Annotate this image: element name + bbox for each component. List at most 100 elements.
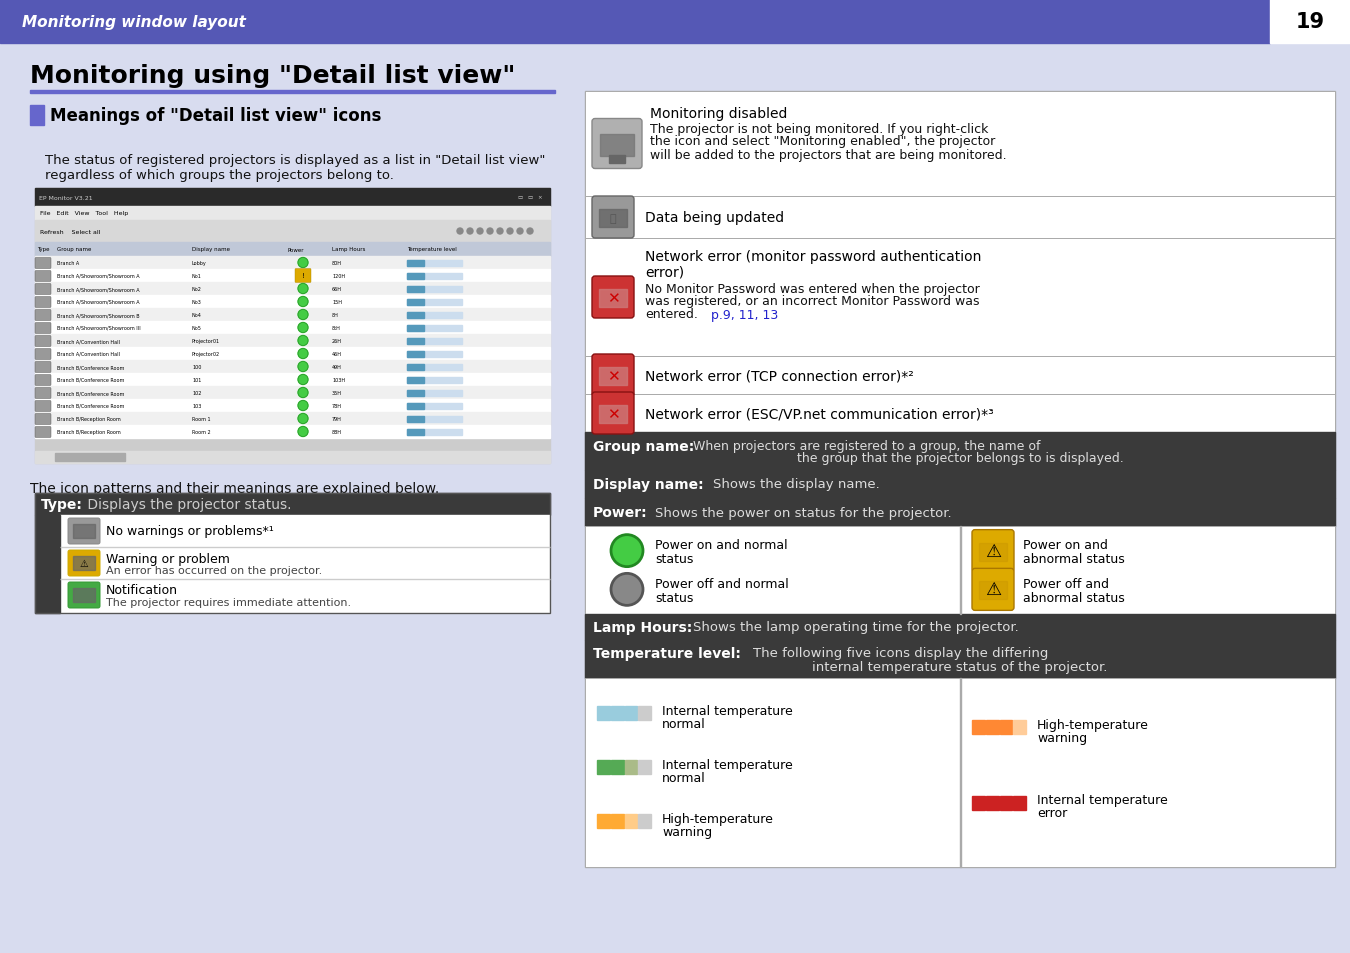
Bar: [625, 760, 637, 774]
Text: ⚠: ⚠: [986, 542, 1002, 560]
Bar: [1014, 796, 1026, 810]
Text: The following five icons display the differing: The following five icons display the dif…: [753, 647, 1049, 659]
Bar: [73, 557, 95, 571]
Bar: [406, 287, 424, 293]
Bar: [599, 368, 626, 386]
Bar: [59, 516, 549, 614]
Text: entered.: entered.: [645, 308, 698, 321]
Text: 49H: 49H: [332, 365, 342, 370]
Text: Lobby: Lobby: [192, 261, 207, 266]
Text: abnormal status: abnormal status: [1023, 591, 1125, 604]
Text: Power:: Power:: [593, 505, 648, 519]
Bar: [406, 274, 424, 280]
Circle shape: [517, 229, 522, 234]
Text: Network error (ESC/VP.net communication error)*³: Network error (ESC/VP.net communication …: [645, 407, 994, 420]
Bar: [599, 406, 626, 423]
Bar: [597, 814, 610, 828]
Bar: [585, 395, 1335, 433]
Circle shape: [298, 427, 308, 437]
Text: ✕: ✕: [606, 292, 620, 306]
Text: 103: 103: [192, 403, 201, 409]
FancyBboxPatch shape: [35, 323, 51, 335]
Text: Power: Power: [288, 247, 304, 253]
Bar: [585, 239, 1335, 356]
Circle shape: [298, 401, 308, 411]
Bar: [406, 377, 462, 384]
FancyBboxPatch shape: [35, 336, 51, 347]
Text: Projector01: Projector01: [192, 338, 220, 344]
Bar: [979, 581, 1007, 599]
FancyBboxPatch shape: [35, 375, 51, 386]
Text: ×: ×: [537, 195, 543, 200]
Bar: [609, 155, 625, 163]
FancyBboxPatch shape: [35, 427, 51, 438]
Bar: [999, 720, 1012, 735]
Bar: [999, 796, 1012, 810]
Text: 120H: 120H: [332, 274, 346, 278]
Text: 103H: 103H: [332, 377, 346, 382]
Bar: [406, 391, 462, 396]
Bar: [406, 313, 462, 318]
FancyBboxPatch shape: [35, 414, 51, 425]
Text: Branch A/Showroom/Showroom III: Branch A/Showroom/Showroom III: [57, 326, 140, 331]
Circle shape: [298, 362, 308, 372]
Text: Network error (TCP connection error)*²: Network error (TCP connection error)*²: [645, 369, 914, 382]
Text: the group that the projector belongs to is displayed.: the group that the projector belongs to …: [796, 452, 1123, 465]
Bar: [597, 760, 610, 774]
Circle shape: [612, 574, 643, 606]
FancyBboxPatch shape: [972, 530, 1014, 572]
Bar: [979, 543, 1007, 561]
Text: !: !: [301, 274, 305, 279]
Bar: [30, 106, 45, 126]
Text: ✕: ✕: [606, 407, 620, 422]
Text: The projector requires immediate attention.: The projector requires immediate attenti…: [107, 598, 351, 607]
Bar: [610, 760, 624, 774]
Circle shape: [298, 310, 308, 320]
Circle shape: [487, 229, 493, 234]
Text: error: error: [1037, 806, 1068, 820]
Text: 19: 19: [1296, 12, 1324, 32]
Bar: [35, 189, 549, 207]
Text: 46H: 46H: [332, 352, 342, 356]
Bar: [585, 526, 1335, 615]
Bar: [639, 760, 651, 774]
Bar: [639, 706, 651, 720]
Text: Group name:: Group name:: [593, 439, 694, 454]
Bar: [406, 391, 424, 396]
Bar: [35, 399, 549, 413]
Text: An error has occurred on the projector.: An error has occurred on the projector.: [107, 565, 323, 576]
Text: No2: No2: [192, 287, 202, 292]
Circle shape: [298, 297, 308, 307]
FancyBboxPatch shape: [35, 297, 51, 308]
Bar: [585, 196, 1335, 239]
Text: Type:: Type:: [40, 497, 82, 512]
Text: Branch A/Convention Hall: Branch A/Convention Hall: [57, 352, 120, 356]
Text: No5: No5: [192, 326, 202, 331]
Circle shape: [508, 229, 513, 234]
Text: Temperature level:: Temperature level:: [593, 646, 741, 660]
Bar: [406, 299, 462, 306]
Bar: [986, 796, 999, 810]
Text: Warning or problem: Warning or problem: [107, 552, 230, 565]
Bar: [35, 283, 549, 295]
Bar: [585, 615, 1335, 640]
FancyBboxPatch shape: [68, 518, 100, 544]
Bar: [73, 588, 95, 602]
FancyBboxPatch shape: [35, 284, 51, 295]
Text: Shows the power on status for the projector.: Shows the power on status for the projec…: [655, 506, 952, 519]
Bar: [585, 91, 1335, 867]
Bar: [35, 207, 549, 221]
Text: Branch A/Showroom/Showroom A: Branch A/Showroom/Showroom A: [57, 299, 139, 305]
Bar: [35, 494, 549, 614]
Text: Lamp Hours: Lamp Hours: [332, 247, 366, 253]
Text: Power on and: Power on and: [1023, 538, 1108, 552]
Text: error): error): [645, 265, 684, 278]
Bar: [35, 413, 549, 426]
FancyBboxPatch shape: [593, 393, 634, 435]
Text: ⛓: ⛓: [610, 213, 617, 224]
Text: status: status: [655, 553, 694, 565]
Text: Power off and normal: Power off and normal: [655, 578, 788, 590]
Text: Shows the lamp operating time for the projector.: Shows the lamp operating time for the pr…: [693, 620, 1019, 634]
Bar: [0, 0, 1270, 44]
Text: Meanings of "Detail list view" icons: Meanings of "Detail list view" icons: [50, 107, 381, 125]
